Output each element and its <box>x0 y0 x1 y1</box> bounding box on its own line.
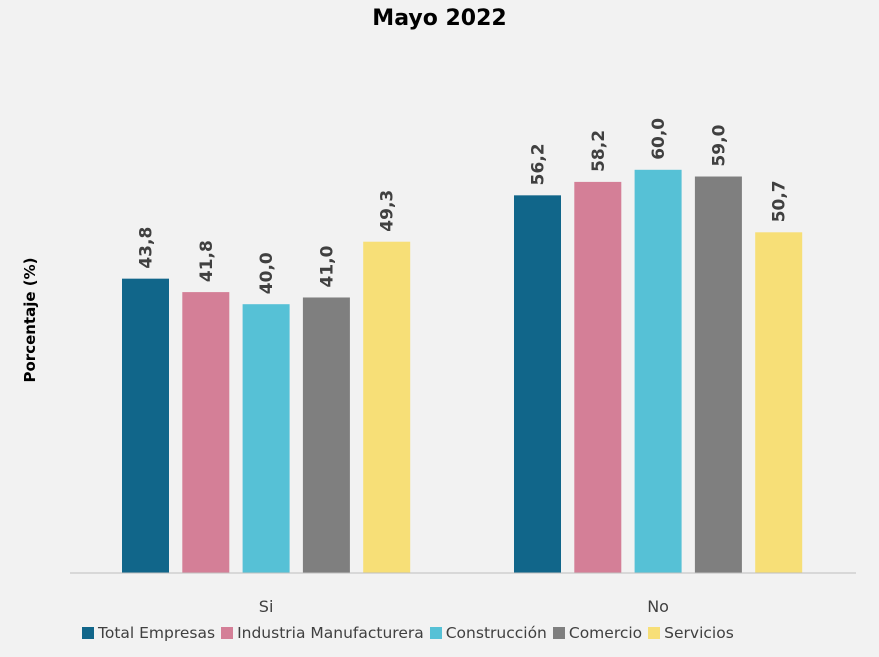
legend-swatch-1 <box>221 627 234 639</box>
data-label-0-1: 41,8 <box>197 240 217 282</box>
data-label-1-0: 56,2 <box>529 143 549 185</box>
data-label-1-4: 50,7 <box>770 180 790 222</box>
legend-label-4: Servicios <box>664 624 734 642</box>
legend-label-3: Comercio <box>568 624 643 642</box>
data-label-0-0: 43,8 <box>137 227 157 269</box>
bar-1-3 <box>694 176 742 573</box>
legend-swatch-2 <box>429 627 442 639</box>
legend-item-4: Servicios <box>648 624 734 642</box>
legend-swatch-4 <box>648 627 661 639</box>
bar-1-1 <box>574 181 622 573</box>
bar-1-0 <box>514 195 561 573</box>
bar-0-0 <box>122 278 169 573</box>
legend-label-2: Construcción <box>445 624 547 642</box>
data-label-1-2: 60,0 <box>649 118 669 160</box>
legend-swatch-3 <box>552 627 565 639</box>
bar-0-3 <box>302 297 350 573</box>
data-label-1-1: 58,2 <box>589 130 609 172</box>
legend-label-0: Total Empresas <box>98 624 216 642</box>
legend-item-2: Construcción <box>429 624 547 642</box>
bar-0-4 <box>363 241 411 574</box>
bar-0-2 <box>242 304 290 573</box>
data-labels-layer: 43,8 41,8 40,0 41,0 49,3 56,2 58,2 60,0 59,0 50,7 <box>137 118 790 295</box>
chart-title: Mayo 2022 <box>372 6 507 31</box>
legend: Total Empresas Industria Manufacturera Con… <box>82 624 879 642</box>
legend-item-3: Comercio <box>552 624 643 642</box>
data-label-0-2: 40,0 <box>257 252 277 294</box>
legend-label-1: Industria Manufacturera <box>237 624 424 642</box>
bars-layer <box>122 169 803 574</box>
legend-item-0: Total Empresas <box>82 624 215 642</box>
legend-item-1: Industria Manufacturera <box>221 624 424 642</box>
data-label-1-3: 59,0 <box>709 124 729 166</box>
data-label-0-3: 41,0 <box>317 245 337 287</box>
bar-1-4 <box>755 232 803 573</box>
data-label-0-4: 49,3 <box>378 190 398 232</box>
legend-swatch-0 <box>82 627 94 639</box>
bar-0-1 <box>182 292 230 573</box>
category-label-1: No <box>647 597 669 616</box>
category-label-0: Si <box>259 597 274 616</box>
category-labels-layer: Si No <box>259 597 669 616</box>
bar-1-2 <box>634 169 682 574</box>
